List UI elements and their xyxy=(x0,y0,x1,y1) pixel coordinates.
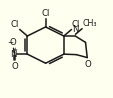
Text: CH₃: CH₃ xyxy=(82,19,96,28)
Text: Cl: Cl xyxy=(11,20,19,29)
Text: Cl: Cl xyxy=(71,20,80,29)
Text: O: O xyxy=(83,60,90,69)
Text: O: O xyxy=(9,38,16,47)
Text: +: + xyxy=(12,47,17,52)
Text: Cl: Cl xyxy=(41,9,49,18)
Text: N: N xyxy=(72,25,78,34)
Text: O: O xyxy=(11,62,18,71)
Text: N: N xyxy=(10,50,17,59)
Text: −: − xyxy=(7,40,13,46)
